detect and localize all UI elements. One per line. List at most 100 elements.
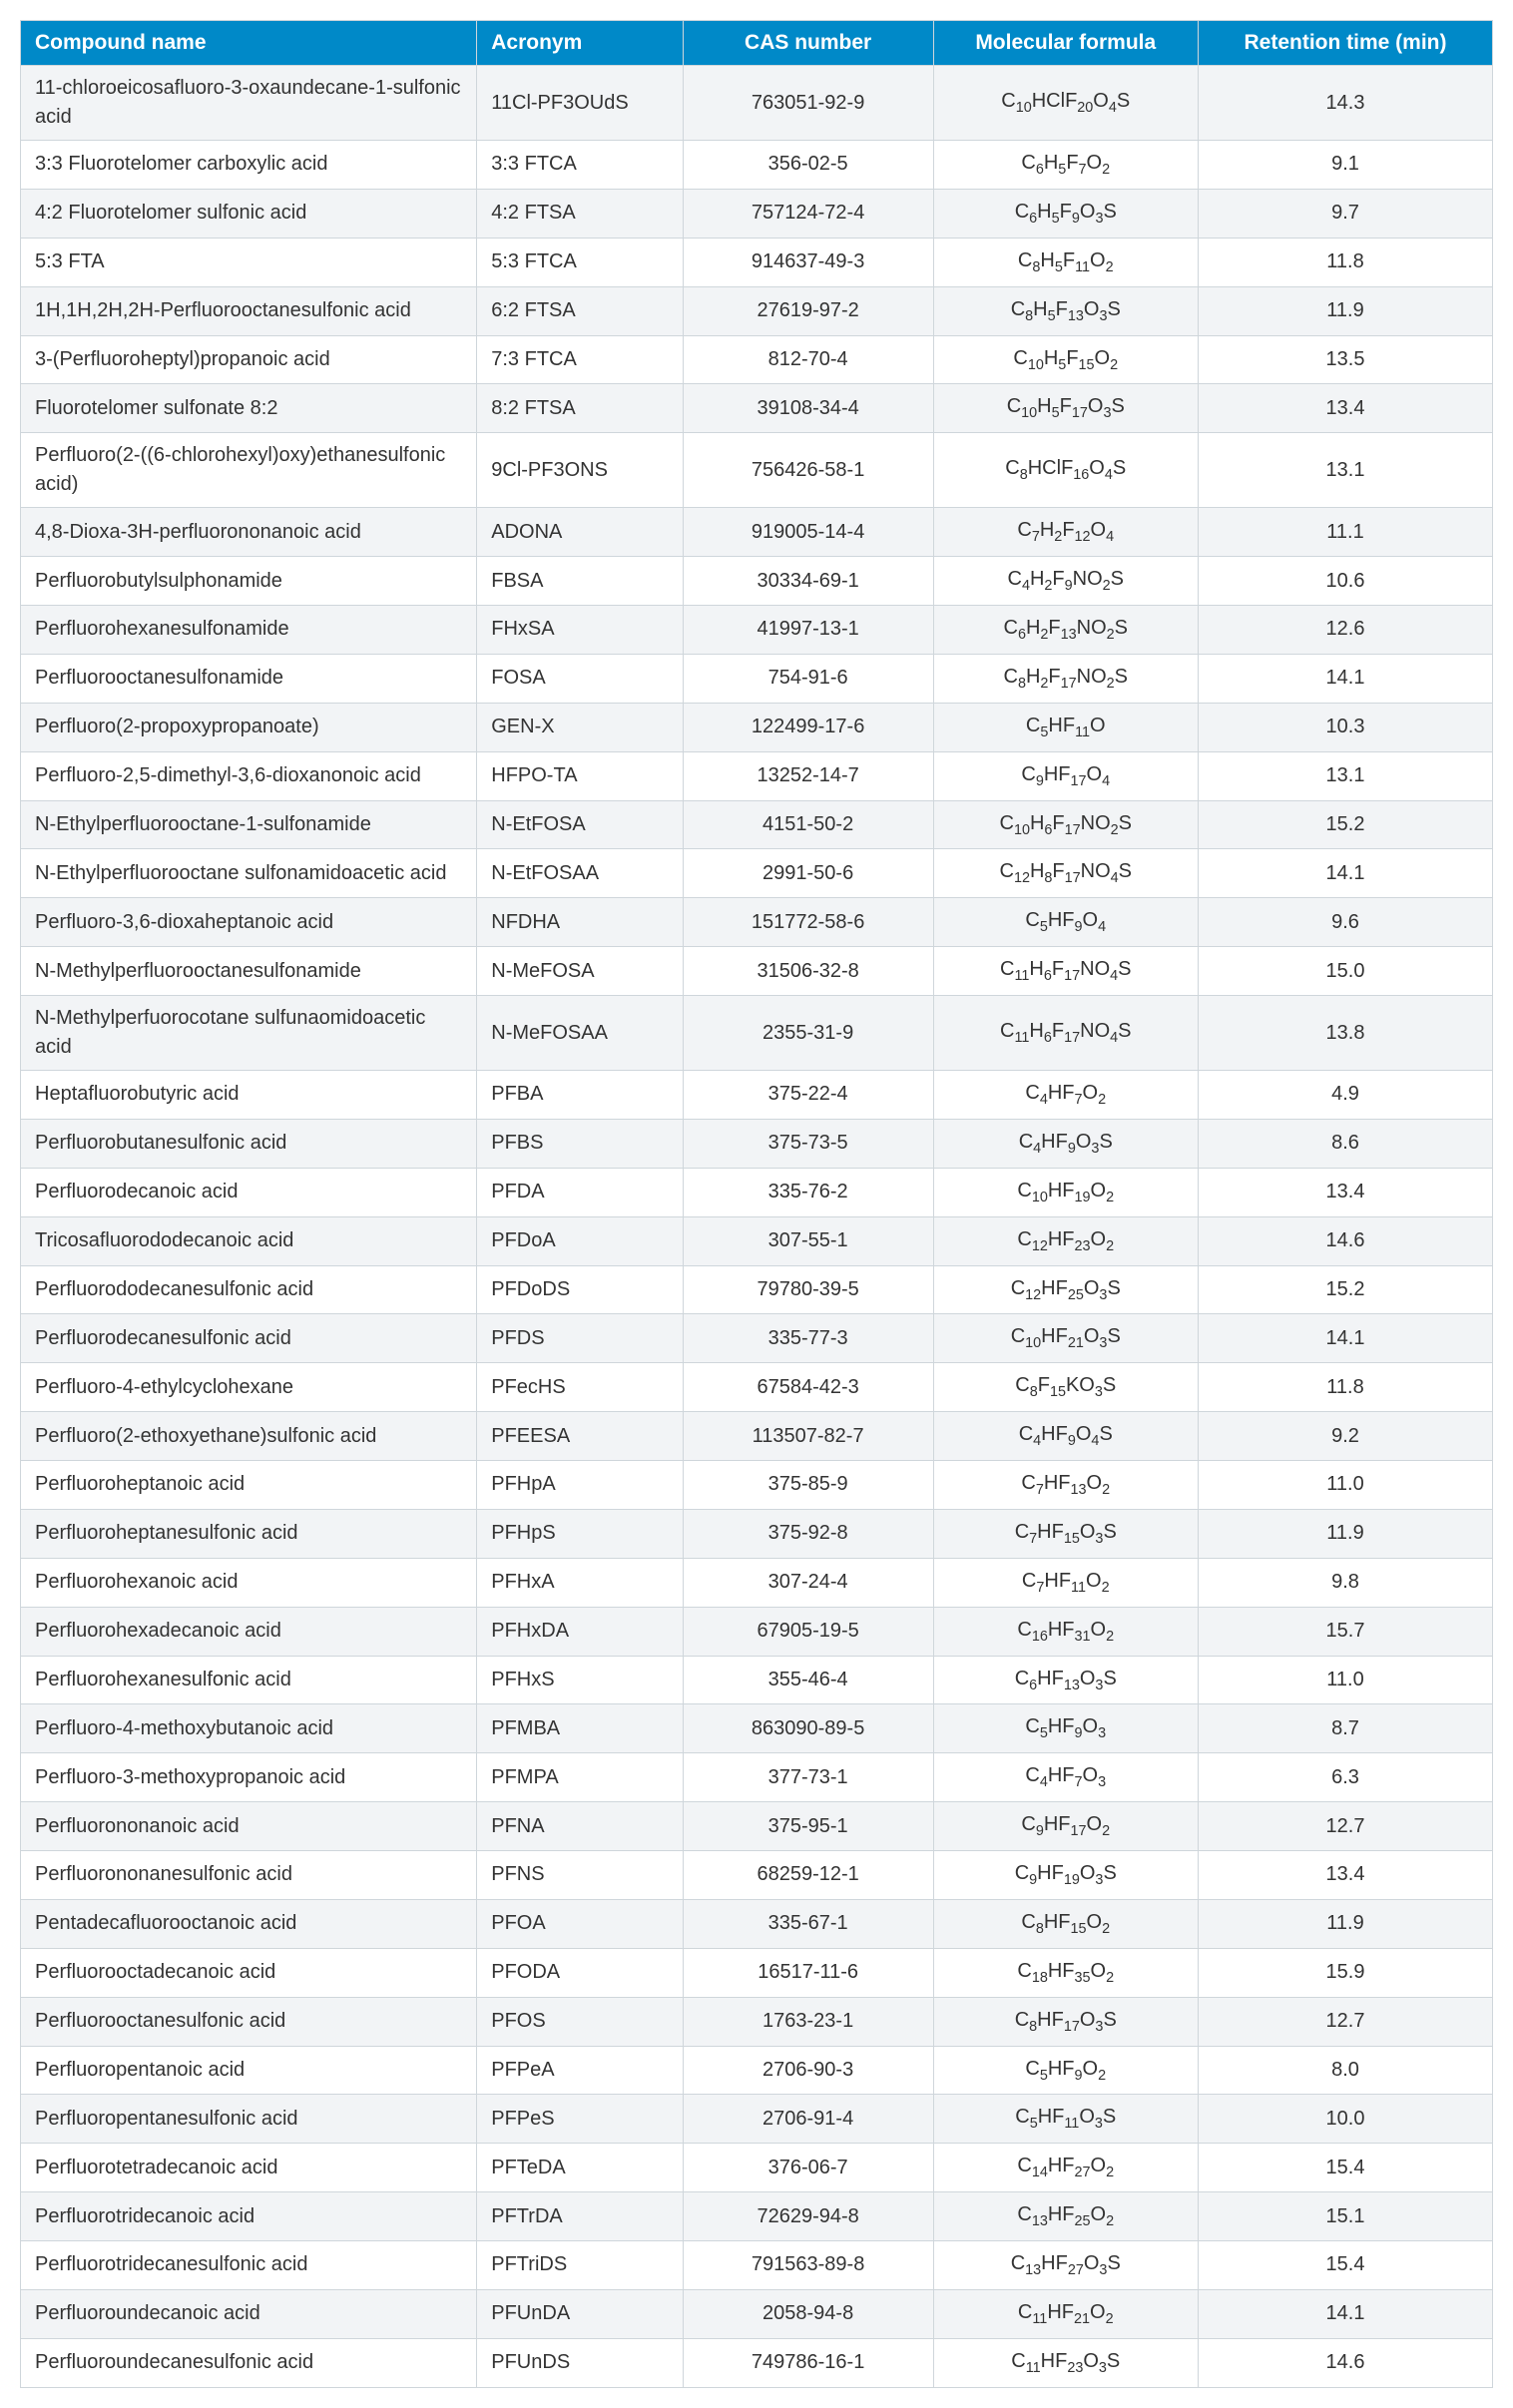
cell-formula: C8H5F13O3S [933,286,1199,335]
cell-cas: 113507-82-7 [683,1412,933,1461]
cell-rt: 13.4 [1199,384,1493,433]
cell-name: Perfluorotetradecanoic acid [21,2144,477,2192]
table-row: Perfluorododecanesulfonic acidPFDoDS7978… [21,1265,1493,1314]
cell-name: Perfluorohexanesulfonic acid [21,1656,477,1704]
cell-formula: C7HF13O2 [933,1461,1199,1510]
cell-name: Perfluoro-4-methoxybutanoic acid [21,1704,477,1753]
table-header: Compound name Acronym CAS number Molecul… [21,21,1493,66]
cell-cas: 122499-17-6 [683,703,933,751]
cell-name: Perfluorotridecanoic acid [21,2192,477,2241]
cell-acronym: GEN-X [477,703,684,751]
cell-formula: C8H2F17NO2S [933,654,1199,703]
cell-formula: C12HF23O2 [933,1216,1199,1265]
cell-acronym: N-EtFOSAA [477,849,684,898]
cell-rt: 15.4 [1199,2241,1493,2290]
cell-rt: 13.4 [1199,1168,1493,1216]
cell-name: 3-(Perfluoroheptyl)propanoic acid [21,335,477,384]
cell-name: 5:3 FTA [21,238,477,286]
cell-name: Perfluorotridecanesulfonic acid [21,2241,477,2290]
cell-rt: 8.6 [1199,1119,1493,1168]
table-row: Perfluoro-3-methoxypropanoic acidPFMPA37… [21,1753,1493,1802]
cell-name: Perfluoropentanoic acid [21,2046,477,2095]
cell-formula: C10H5F17O3S [933,384,1199,433]
cell-acronym: 11Cl-PF3OUdS [477,66,684,141]
cell-cas: 375-22-4 [683,1071,933,1120]
cell-rt: 13.5 [1199,335,1493,384]
cell-rt: 12.7 [1199,1997,1493,2046]
cell-acronym: PFHxA [477,1558,684,1607]
cell-formula: C12H8F17NO4S [933,849,1199,898]
cell-acronym: 9Cl-PF3ONS [477,433,684,508]
table-row: Perfluorohexanesulfonic acidPFHxS355-46-… [21,1656,1493,1704]
cell-name: Perfluoroundecanoic acid [21,2289,477,2338]
cell-rt: 9.8 [1199,1558,1493,1607]
cell-rt: 10.0 [1199,2095,1493,2144]
table-row: Perfluoroundecanesulfonic acidPFUnDS7497… [21,2338,1493,2387]
cell-acronym: 6:2 FTSA [477,286,684,335]
cell-cas: 13252-14-7 [683,751,933,800]
cell-cas: 79780-39-5 [683,1265,933,1314]
table-row: PerfluorobutylsulphonamideFBSA30334-69-1… [21,557,1493,606]
cell-cas: 307-24-4 [683,1558,933,1607]
cell-cas: 375-73-5 [683,1119,933,1168]
cell-cas: 39108-34-4 [683,384,933,433]
cell-acronym: PFUnDS [477,2338,684,2387]
cell-cas: 335-76-2 [683,1168,933,1216]
cell-cas: 68259-12-1 [683,1851,933,1900]
col-header-name: Compound name [21,21,477,66]
cell-cas: 30334-69-1 [683,557,933,606]
cell-cas: 914637-49-3 [683,238,933,286]
cell-cas: 16517-11-6 [683,1948,933,1997]
cell-rt: 11.0 [1199,1461,1493,1510]
cell-name: Perfluoro(2-ethoxyethane)sulfonic acid [21,1412,477,1461]
cell-acronym: PFPeA [477,2046,684,2095]
cell-formula: C6H2F13NO2S [933,606,1199,655]
cell-formula: C7HF15O3S [933,1509,1199,1558]
cell-name: Perfluoropentanesulfonic acid [21,2095,477,2144]
cell-formula: C4HF9O4S [933,1412,1199,1461]
cell-name: Perfluorohexanoic acid [21,1558,477,1607]
cell-rt: 13.8 [1199,996,1493,1071]
cell-cas: 2706-91-4 [683,2095,933,2144]
table-row: 4:2 Fluorotelomer sulfonic acid4:2 FTSA7… [21,189,1493,238]
table-row: Perfluoro-2,5-dimethyl-3,6-dioxanonoic a… [21,751,1493,800]
cell-name: Perfluorohexanesulfonamide [21,606,477,655]
cell-formula: C12HF25O3S [933,1265,1199,1314]
cell-formula: C11HF21O2 [933,2289,1199,2338]
cell-formula: C6HF13O3S [933,1656,1199,1704]
cell-cas: 307-55-1 [683,1216,933,1265]
cell-acronym: PFDS [477,1314,684,1363]
cell-rt: 15.4 [1199,2144,1493,2192]
cell-cas: 2355-31-9 [683,996,933,1071]
table-row: Perfluorodecanoic acidPFDA335-76-2C10HF1… [21,1168,1493,1216]
cell-acronym: PFTeDA [477,2144,684,2192]
cell-rt: 14.1 [1199,654,1493,703]
cell-acronym: PFHpS [477,1509,684,1558]
cell-rt: 13.4 [1199,1851,1493,1900]
table-body: 11-chloroeicosafluoro-3-oxaundecane-1-su… [21,66,1493,2388]
cell-rt: 15.7 [1199,1607,1493,1656]
cell-formula: C6H5F7O2 [933,141,1199,190]
cell-cas: 919005-14-4 [683,508,933,557]
table-row: Perfluoroundecanoic acidPFUnDA2058-94-8C… [21,2289,1493,2338]
cell-acronym: 3:3 FTCA [477,141,684,190]
cell-formula: C6H5F9O3S [933,189,1199,238]
cell-formula: C11HF23O3S [933,2338,1199,2387]
cell-acronym: PFUnDA [477,2289,684,2338]
cell-acronym: PFTriDS [477,2241,684,2290]
col-header-cas: CAS number [683,21,933,66]
cell-name: Perfluorooctadecanoic acid [21,1948,477,1997]
cell-name: Perfluorononanesulfonic acid [21,1851,477,1900]
cell-acronym: PFTrDA [477,2192,684,2241]
cell-rt: 9.7 [1199,189,1493,238]
cell-rt: 9.2 [1199,1412,1493,1461]
table-row: Perfluorodecanesulfonic acidPFDS335-77-3… [21,1314,1493,1363]
table-row: 3-(Perfluoroheptyl)propanoic acid7:3 FTC… [21,335,1493,384]
cell-name: Perfluorooctanesulfonamide [21,654,477,703]
cell-acronym: PFNA [477,1802,684,1851]
cell-name: 4:2 Fluorotelomer sulfonic acid [21,189,477,238]
cell-formula: C7HF11O2 [933,1558,1199,1607]
cell-rt: 11.1 [1199,508,1493,557]
cell-formula: C10HClF20O4S [933,66,1199,141]
cell-rt: 12.6 [1199,606,1493,655]
